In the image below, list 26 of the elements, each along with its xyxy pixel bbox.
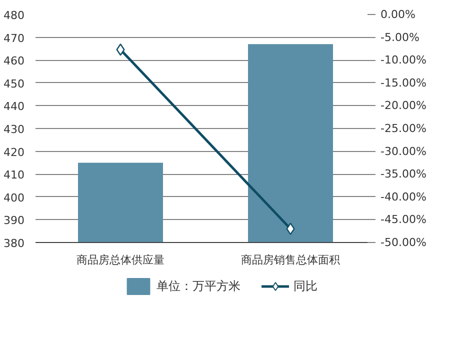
legend-label: 同比 xyxy=(294,278,318,294)
y2-tick-label: -50.00% xyxy=(380,236,426,249)
y2-tick-label: -40.00% xyxy=(380,190,426,204)
y2-tick-label: -30.00% xyxy=(380,144,426,158)
y-tick-label: 470 xyxy=(4,32,25,45)
y2-tick-label: -20.00% xyxy=(380,99,426,112)
y2-tick-label: -5.00% xyxy=(380,30,420,44)
y-tick-label: 480 xyxy=(4,9,25,22)
y-tick-label: 410 xyxy=(4,168,25,182)
y-tick-label: 380 xyxy=(4,237,25,250)
y-tick-label: 420 xyxy=(4,146,25,159)
y-tick-label: 460 xyxy=(4,54,25,68)
y2-tick-label: -25.00% xyxy=(380,122,426,135)
y-tick-label: 400 xyxy=(4,191,25,204)
y2-tick-label: -45.00% xyxy=(380,213,426,226)
y2-tick-label: 0.00% xyxy=(380,8,416,21)
legend-label: 单位：万平方米 xyxy=(156,278,240,294)
y-tick-label: 440 xyxy=(4,100,25,114)
x-tick-label: 商品房销售总体面积 xyxy=(241,254,340,266)
y-tick-label: 430 xyxy=(4,123,25,136)
y-tick-label: 390 xyxy=(4,214,25,228)
y-tick-label: 450 xyxy=(4,77,25,90)
y2-tick-label: -10.00% xyxy=(380,54,426,67)
x-tick-label: 商品房总体供应量 xyxy=(76,254,164,266)
y2-tick-label: -15.00% xyxy=(380,76,426,90)
y2-tick-label: -35.00% xyxy=(380,168,426,181)
